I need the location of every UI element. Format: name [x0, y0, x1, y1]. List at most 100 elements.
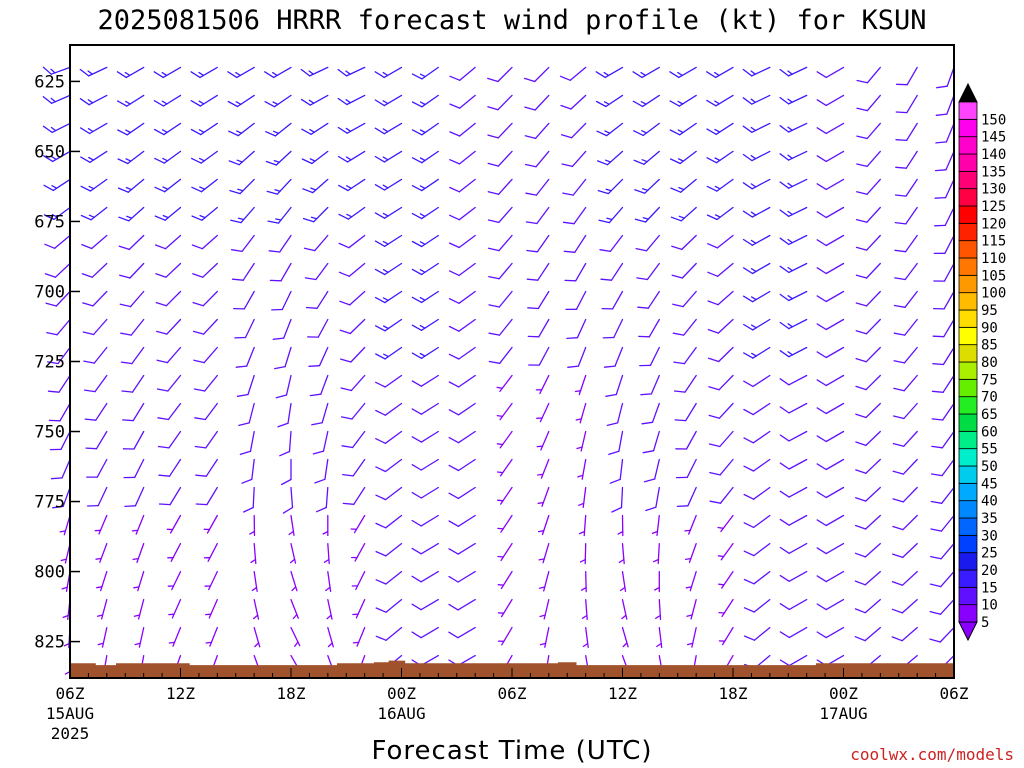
wind-barb-h16-p760	[342, 458, 366, 477]
wind-barb-h0-p630	[42, 94, 71, 104]
wind-barb-h16-p680	[338, 234, 366, 249]
wind-barb-h20-p680	[411, 234, 439, 248]
wind-barb-h36-p760	[709, 458, 734, 476]
wind-barb-h38-p680	[742, 234, 771, 246]
wind-barb-h2-p820	[97, 626, 108, 648]
wind-barb-h18-p790	[375, 542, 403, 557]
wind-barb-h20-p630	[411, 94, 439, 108]
wind-barb-h34-p680	[671, 234, 697, 251]
wind-barb-h42-p760	[816, 458, 845, 471]
wind-barb-h34-p700	[672, 290, 697, 308]
wind-barb-h38-p760	[743, 458, 771, 472]
wind-barb-h28-p760	[577, 458, 587, 480]
wind-barb-h48-p790	[930, 542, 955, 560]
wind-barb-h16-p710	[339, 318, 366, 335]
wind-barb-h40-p720	[779, 346, 808, 358]
colorbar-swatch-150	[958, 101, 978, 120]
wind-barb-h32-p700	[637, 290, 660, 309]
wind-barb-h20-p650	[411, 150, 439, 164]
wind-barb-h6-p820	[168, 626, 182, 647]
wind-barb-h2-p740	[84, 402, 108, 421]
wind-barb-h20-p730	[411, 374, 439, 387]
wind-barb-h34-p630	[669, 94, 697, 107]
wind-barb-h20-p760	[411, 458, 439, 471]
wind-barb-h10-p810	[252, 598, 260, 620]
wind-barb-h16-p770	[342, 486, 366, 505]
wind-barb-h40-p820	[779, 626, 808, 639]
wind-barb-h30-p760	[609, 458, 624, 484]
wind-barb-h2-p760	[86, 458, 108, 478]
wind-barb-h36-p790	[717, 542, 734, 561]
wind-barb-h42-p700	[816, 290, 845, 303]
wind-barb-h12-p700	[271, 290, 292, 311]
wind-barb-h46-p800	[891, 570, 918, 586]
wind-barb-h46-p750	[892, 430, 918, 447]
wind-barb-h24-p700	[488, 290, 513, 308]
wind-barb-h22-p780	[448, 514, 476, 527]
colorbar-swatch-110	[958, 240, 978, 259]
wind-barb-h46-p760	[892, 458, 918, 475]
wind-barb-h22-p720	[448, 346, 476, 360]
wind-barb-h20-p710	[411, 318, 439, 331]
wind-barb-h48-p630	[935, 94, 955, 116]
wind-barb-h10-p660	[229, 178, 255, 195]
wind-barb-h40-p690	[779, 262, 808, 274]
wind-barb-h6-p740	[157, 402, 182, 421]
wind-barb-h44-p800	[854, 570, 881, 586]
wind-barb-h20-p690	[411, 262, 439, 276]
wind-barb-h8-p670	[191, 206, 218, 221]
wind-barb-h26-p660	[525, 178, 550, 196]
wind-barb-h48-p680	[933, 234, 955, 255]
wind-barb-h24-p680	[487, 234, 513, 252]
wind-barb-h38-p700	[742, 290, 771, 303]
wind-barb-h22-p820	[448, 626, 476, 639]
wind-barb-h42-p810	[816, 598, 845, 611]
wind-barb-h46-p770	[892, 486, 918, 503]
wind-barb-h6-p800	[167, 570, 182, 591]
wind-barb-h8-p660	[191, 178, 218, 193]
wind-barb-h14-p780	[322, 514, 329, 537]
wind-barb-h46-p710	[893, 318, 918, 336]
wind-barb-h30-p770	[611, 486, 624, 513]
wind-barb-h26-p780	[537, 514, 550, 536]
wind-barb-h0-p760	[50, 458, 71, 480]
wind-barb-h40-p800	[779, 570, 808, 582]
wind-barb-h32-p770	[645, 486, 660, 512]
wind-barb-h4-p660	[117, 178, 145, 193]
wind-barb-h44-p670	[855, 206, 881, 223]
wind-barb-h28-p800	[580, 570, 587, 593]
colorbar-label-120: 120	[981, 216, 1006, 232]
wind-barb-h44-p770	[855, 486, 881, 502]
wind-barb-h42-p750	[816, 430, 845, 443]
wind-barb-h32-p720	[639, 346, 660, 367]
wind-barb-h26-p760	[537, 458, 550, 479]
wind-barb-h10-p720	[235, 346, 255, 368]
wind-barb-h46-p690	[894, 262, 918, 281]
colorbar-label-50: 50	[981, 459, 998, 475]
wind-barb-h18-p720	[375, 346, 403, 360]
wind-barb-h8-p780	[203, 514, 218, 534]
y-tick-label-750: 750	[34, 423, 65, 443]
colorbar-swatch-140	[958, 136, 978, 155]
wind-barb-h44-p640	[856, 122, 881, 140]
wind-barb-h6-p680	[154, 234, 182, 250]
wind-barb-h44-p730	[855, 374, 881, 391]
wind-barb-h8-p740	[194, 402, 218, 421]
colorbar-label-130: 130	[981, 182, 1006, 198]
wind-barb-h18-p690	[374, 262, 403, 276]
wind-barb-h0-p740	[48, 402, 71, 422]
colorbar-label-75: 75	[981, 372, 998, 388]
colorbar-label-90: 90	[981, 320, 998, 336]
wind-barb-h36-p780	[717, 514, 734, 533]
wind-barb-h20-p660	[411, 178, 439, 192]
wind-barb-h28-p750	[576, 430, 587, 452]
credit-link[interactable]: coolwx.com/models	[850, 745, 1014, 764]
wind-barb-h48-p770	[930, 486, 955, 504]
chart-title: 2025081506 HRRR forecast wind profile (k…	[97, 5, 926, 36]
wind-barb-h4-p800	[133, 570, 145, 592]
x-date-label-0: 15AUG	[46, 704, 94, 723]
wind-barb-h38-p670	[742, 206, 771, 218]
wind-barb-h28-p660	[562, 178, 587, 196]
